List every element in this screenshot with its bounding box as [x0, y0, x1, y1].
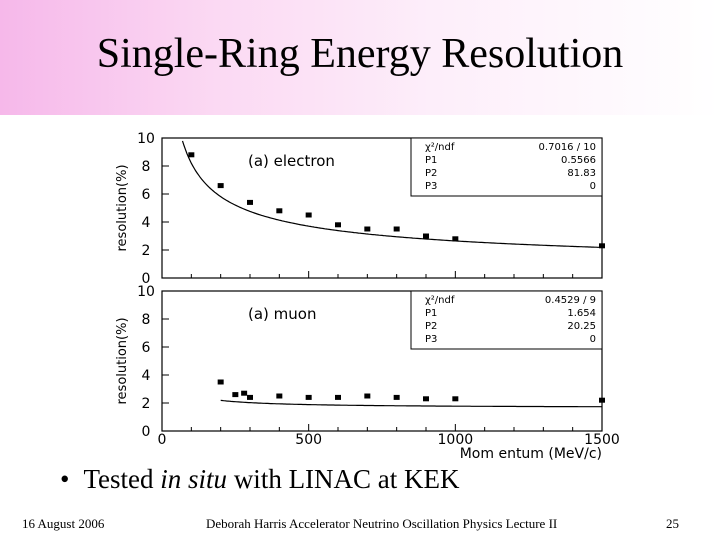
- y-tick-label: 8: [142, 312, 151, 328]
- data-point: [247, 394, 253, 400]
- y-tick-label: 2: [142, 396, 151, 412]
- data-point: [335, 222, 341, 228]
- fit-param-name: χ²/ndf: [425, 142, 455, 153]
- fit-param-value: 1.654: [567, 308, 596, 319]
- x-axis-label: Mom entum (MeV/c): [460, 446, 602, 460]
- y-tick-label: 4: [142, 215, 151, 231]
- y-tick-label: 2: [142, 243, 151, 259]
- fit-param-value: 0: [590, 334, 596, 345]
- data-point: [217, 183, 224, 189]
- bullet-text-suffix: with LINAC at KEK: [227, 464, 460, 494]
- data-point: [305, 212, 312, 218]
- fit-param-value: 81.83: [567, 168, 596, 179]
- bullet-dot: •: [60, 464, 70, 494]
- x-tick-label: 1500: [584, 432, 620, 448]
- y-tick-label: 0: [142, 424, 151, 440]
- fit-curve: [220, 399, 602, 408]
- bullet-item: • Tested in situ with LINAC at KEK: [60, 464, 460, 495]
- y-tick-label: 6: [142, 187, 151, 203]
- fit-param-name: χ²/ndf: [425, 295, 455, 306]
- y-tick-label: 8: [142, 159, 151, 175]
- data-point: [393, 394, 400, 400]
- fit-param-value: 0.5566: [561, 155, 596, 166]
- data-point: [276, 393, 283, 399]
- fit-param-name: P3: [425, 181, 437, 192]
- fit-param-value: 0.4529 / 9: [545, 295, 596, 306]
- data-point: [364, 226, 371, 232]
- footer-date: 16 August 2006: [22, 516, 105, 531]
- data-point: [599, 243, 605, 249]
- y-axis-label: resolution(%): [115, 164, 130, 251]
- fit-box: [410, 137, 603, 197]
- y-tick-label: 6: [142, 340, 151, 356]
- data-point: [599, 397, 605, 403]
- x-tick-label: 0: [158, 432, 167, 448]
- fit-param-value: 0.7016 / 10: [539, 142, 596, 153]
- y-tick-label: 0: [142, 271, 151, 287]
- fit-param-name: P2: [425, 168, 437, 179]
- y-tick-label: 10: [137, 284, 155, 300]
- data-point: [364, 393, 371, 399]
- footer-title: Deborah Harris Accelerator Neutrino Osci…: [206, 516, 558, 531]
- y-tick-label: 4: [142, 368, 151, 384]
- data-point: [423, 233, 429, 239]
- fit-param-name: P2: [425, 321, 437, 332]
- x-tick-label: 1000: [438, 432, 474, 448]
- data-point: [232, 392, 239, 398]
- data-point: [276, 208, 283, 214]
- fit-param-name: P1: [425, 308, 437, 319]
- resolution-chart: 0 2 4 6 8 10 resolution(%) (a) electron χ²/ndf 0.…: [115, 131, 620, 460]
- data-point: [452, 396, 459, 402]
- slide-title: Single-Ring Energy Resolution: [96, 31, 624, 77]
- data-point: [452, 236, 459, 242]
- y-axis-label: resolution(%): [115, 317, 130, 404]
- fit-param-value: 0: [590, 181, 596, 192]
- bullet-text-italic: in situ: [160, 464, 228, 494]
- panel-label: (a) muon: [248, 305, 316, 323]
- data-point: [305, 394, 312, 400]
- fit-param-name: P1: [425, 155, 437, 166]
- plot-frame: [161, 290, 603, 432]
- data-point: [393, 226, 400, 232]
- fit-param-name: P3: [425, 334, 437, 345]
- plot-frame: [161, 137, 603, 279]
- bullet-text-prefix: Tested: [83, 464, 161, 494]
- data-point: [217, 379, 224, 385]
- fit-param-value: 20.25: [567, 321, 596, 332]
- data-point: [241, 390, 248, 396]
- fit-box: [410, 290, 603, 350]
- panel-label: (a) electron: [248, 152, 335, 170]
- data-point: [247, 199, 253, 205]
- y-tick-label: 10: [137, 131, 155, 147]
- x-tick-label: 500: [295, 432, 322, 448]
- data-point: [188, 152, 195, 158]
- page-number: 25: [666, 516, 679, 531]
- title-band: [0, 0, 720, 115]
- data-point: [335, 394, 341, 400]
- data-point: [423, 396, 429, 402]
- fit-curve: [181, 140, 602, 248]
